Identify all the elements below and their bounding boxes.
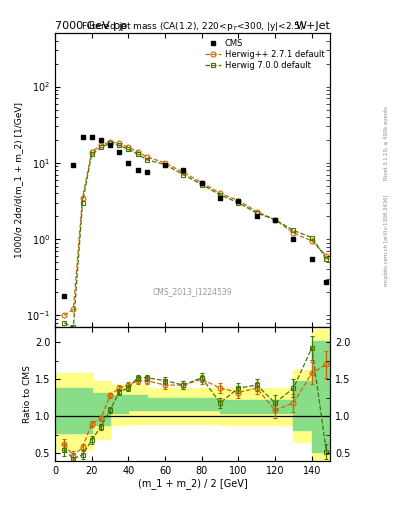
CMS xyxy=(71,161,76,167)
Herwig++ 2.7.1 default xyxy=(199,180,204,186)
Herwig 7.0.0 default xyxy=(144,157,149,163)
Herwig 7.0.0 default xyxy=(126,146,131,153)
Herwig 7.0.0 default xyxy=(291,227,296,233)
CMS xyxy=(218,195,222,201)
Herwig++ 2.7.1 default xyxy=(144,154,149,160)
Text: W+Jet: W+Jet xyxy=(295,20,330,31)
Line: Herwig++ 2.7.1 default: Herwig++ 2.7.1 default xyxy=(62,139,329,318)
CMS xyxy=(80,134,85,140)
Herwig 7.0.0 default xyxy=(135,151,140,157)
CMS xyxy=(181,167,186,174)
Herwig 7.0.0 default xyxy=(62,319,66,326)
CMS xyxy=(163,161,167,167)
Herwig 7.0.0 default xyxy=(324,256,329,262)
CMS xyxy=(309,256,314,262)
Herwig 7.0.0 default xyxy=(71,324,76,330)
Herwig 7.0.0 default xyxy=(117,142,121,148)
Herwig++ 2.7.1 default xyxy=(117,140,121,146)
Herwig++ 2.7.1 default xyxy=(108,139,112,145)
Herwig 7.0.0 default xyxy=(273,217,277,223)
X-axis label: (m_1 + m_2) / 2 [GeV]: (m_1 + m_2) / 2 [GeV] xyxy=(138,478,248,489)
Herwig++ 2.7.1 default xyxy=(254,208,259,215)
Herwig++ 2.7.1 default xyxy=(80,195,85,201)
CMS xyxy=(99,137,103,143)
Herwig 7.0.0 default xyxy=(199,181,204,187)
CMS xyxy=(62,293,66,299)
Text: 7000 GeV pp: 7000 GeV pp xyxy=(55,20,127,31)
Y-axis label: 1000/σ 2dσ/d(m_1 + m_2) [1/GeV]: 1000/σ 2dσ/d(m_1 + m_2) [1/GeV] xyxy=(15,102,24,258)
Herwig++ 2.7.1 default xyxy=(236,198,241,204)
CMS xyxy=(144,169,149,176)
Herwig++ 2.7.1 default xyxy=(135,148,140,155)
Herwig++ 2.7.1 default xyxy=(89,148,94,155)
CMS xyxy=(89,134,94,140)
Herwig++ 2.7.1 default xyxy=(273,217,277,223)
CMS xyxy=(236,198,241,204)
Herwig++ 2.7.1 default xyxy=(99,142,103,148)
Herwig 7.0.0 default xyxy=(254,210,259,216)
Y-axis label: Ratio to CMS: Ratio to CMS xyxy=(23,365,32,423)
Line: CMS: CMS xyxy=(62,134,329,298)
Text: Rivet 3.1.10, ≥ 400k events: Rivet 3.1.10, ≥ 400k events xyxy=(384,106,389,180)
CMS xyxy=(126,160,131,166)
Herwig++ 2.7.1 default xyxy=(71,306,76,312)
Herwig++ 2.7.1 default xyxy=(62,312,66,318)
Herwig 7.0.0 default xyxy=(80,200,85,206)
Text: CMS_2013_I1224539: CMS_2013_I1224539 xyxy=(153,287,232,296)
CMS xyxy=(273,217,277,223)
CMS xyxy=(199,180,204,186)
Legend: CMS, Herwig++ 2.7.1 default, Herwig 7.0.0 default: CMS, Herwig++ 2.7.1 default, Herwig 7.0.… xyxy=(203,37,326,72)
CMS xyxy=(117,148,121,155)
Herwig 7.0.0 default xyxy=(99,144,103,151)
CMS xyxy=(254,213,259,219)
Herwig 7.0.0 default xyxy=(163,161,167,167)
CMS xyxy=(108,142,112,148)
CMS xyxy=(324,280,329,286)
Herwig++ 2.7.1 default xyxy=(324,253,329,259)
Herwig++ 2.7.1 default xyxy=(181,169,186,176)
Title: Filtered jet mass (CA(1.2), 220<p$_T$<300, |y|<2.5): Filtered jet mass (CA(1.2), 220<p$_T$<30… xyxy=(81,20,304,33)
Herwig 7.0.0 default xyxy=(89,151,94,157)
Herwig++ 2.7.1 default xyxy=(291,230,296,236)
Herwig++ 2.7.1 default xyxy=(163,160,167,166)
CMS xyxy=(135,167,140,174)
Herwig 7.0.0 default xyxy=(236,200,241,206)
Herwig++ 2.7.1 default xyxy=(218,190,222,196)
Herwig 7.0.0 default xyxy=(108,140,112,146)
Herwig 7.0.0 default xyxy=(309,234,314,241)
CMS xyxy=(291,236,296,242)
Herwig++ 2.7.1 default xyxy=(309,238,314,244)
Line: Herwig 7.0.0 default: Herwig 7.0.0 default xyxy=(62,141,329,330)
Herwig++ 2.7.1 default xyxy=(126,144,131,151)
Herwig 7.0.0 default xyxy=(218,192,222,198)
Text: mcplots.cern.ch [arXiv:1306.3436]: mcplots.cern.ch [arXiv:1306.3436] xyxy=(384,195,389,286)
Herwig 7.0.0 default xyxy=(181,172,186,178)
